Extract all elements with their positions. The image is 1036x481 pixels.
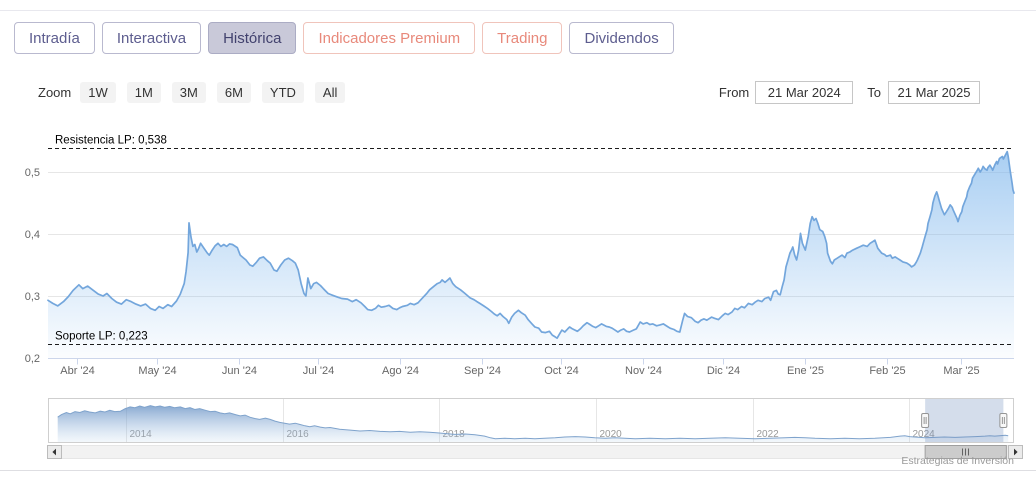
- price-area-fill: [48, 151, 1014, 358]
- from-label: From: [718, 84, 750, 100]
- credits-link[interactable]: Estrategias de Inversión: [901, 455, 1014, 467]
- zoom-button-1w[interactable]: 1W: [80, 81, 116, 103]
- navigator-year-label: 2022: [757, 429, 780, 440]
- x-axis-label: Dic '24: [707, 365, 740, 377]
- plotline-label-resistencia: Resistencia LP: 0,538: [55, 135, 167, 147]
- tab-dividendos[interactable]: Dividendos: [569, 22, 674, 54]
- zoom-button-all[interactable]: All: [314, 81, 346, 103]
- main-chart-plot-area[interactable]: [48, 128, 1014, 358]
- top-divider: [0, 10, 1036, 11]
- scrollbar-left-arrow-icon: [52, 448, 56, 456]
- x-axis-label: May '24: [138, 365, 176, 377]
- navigator-year-label: 2024: [913, 429, 936, 440]
- x-axis-label: Sep '24: [464, 365, 501, 377]
- from-date-input[interactable]: 21 Mar 2024: [755, 80, 854, 104]
- navigator-selected-range[interactable]: [925, 398, 1004, 443]
- tab-hist-rica[interactable]: Histórica: [208, 22, 297, 54]
- navigator-year-label: 2020: [600, 429, 623, 440]
- from-date-value: 21 Mar 2024: [767, 84, 841, 100]
- x-axis-label: Feb '25: [869, 365, 905, 377]
- tab-intrad-a[interactable]: Intradía: [14, 22, 95, 54]
- range-inputs: From 21 Mar 2024 To 21 Mar 2025: [718, 80, 980, 104]
- scrollbar-thumb[interactable]: [924, 445, 1007, 459]
- x-axis-label: Ago '24: [382, 365, 419, 377]
- navigator-left-handle[interactable]: [921, 413, 930, 428]
- navigator-line: [57, 405, 1009, 440]
- navigator-outline[interactable]: [48, 398, 1014, 443]
- to-label: To: [867, 84, 881, 100]
- zoom-button-ytd[interactable]: YTD: [261, 81, 304, 103]
- x-axis-label: Oct '24: [544, 365, 579, 377]
- plotline-label-soporte: Soporte LP: 0,223: [55, 331, 148, 343]
- navigator-right-handle[interactable]: [999, 413, 1008, 428]
- x-axis-label: Nov '24: [625, 365, 662, 377]
- navigator-area-fill: [57, 405, 1009, 443]
- y-axis-label: 0,3: [25, 291, 40, 303]
- zoom-button-6m[interactable]: 6M: [216, 81, 251, 103]
- to-date-input[interactable]: 21 Mar 2025: [888, 80, 980, 104]
- tab-indicadores-premium[interactable]: Indicadores Premium: [303, 22, 476, 54]
- price-line: [47, 150, 1015, 340]
- zoom-label: Zoom: [38, 84, 72, 100]
- zoom-buttons: 1W 1M 3M 6M YTD All: [80, 81, 346, 103]
- scrollbar-track[interactable]: [60, 445, 1009, 459]
- x-axis-label: Mar '25: [943, 365, 979, 377]
- tab-trading[interactable]: Trading: [482, 22, 563, 54]
- y-axis-label: 0,5: [25, 167, 40, 179]
- zoom-button-1m[interactable]: 1M: [126, 81, 161, 103]
- tab-interactiva[interactable]: Interactiva: [101, 22, 202, 54]
- x-axis-label: Ene '25: [787, 365, 824, 377]
- scrollbar-right-arrow-icon: [1014, 448, 1018, 456]
- x-axis-label: Abr '24: [60, 365, 95, 377]
- range-selector-row: Zoom 1W 1M 3M 6M YTD All From 21 Mar 2024 To …: [38, 80, 980, 104]
- x-axis-label: Jul '24: [303, 365, 334, 377]
- y-axis-label: 0,4: [25, 229, 40, 241]
- tab-bar: Intradía Interactiva Histórica Indicadores …: [14, 22, 674, 54]
- zoom-button-3m[interactable]: 3M: [171, 81, 206, 103]
- to-date-value: 21 Mar 2025: [897, 84, 971, 100]
- y-axis-label: 0,2: [25, 353, 40, 365]
- x-axis-label: Jun '24: [222, 365, 257, 377]
